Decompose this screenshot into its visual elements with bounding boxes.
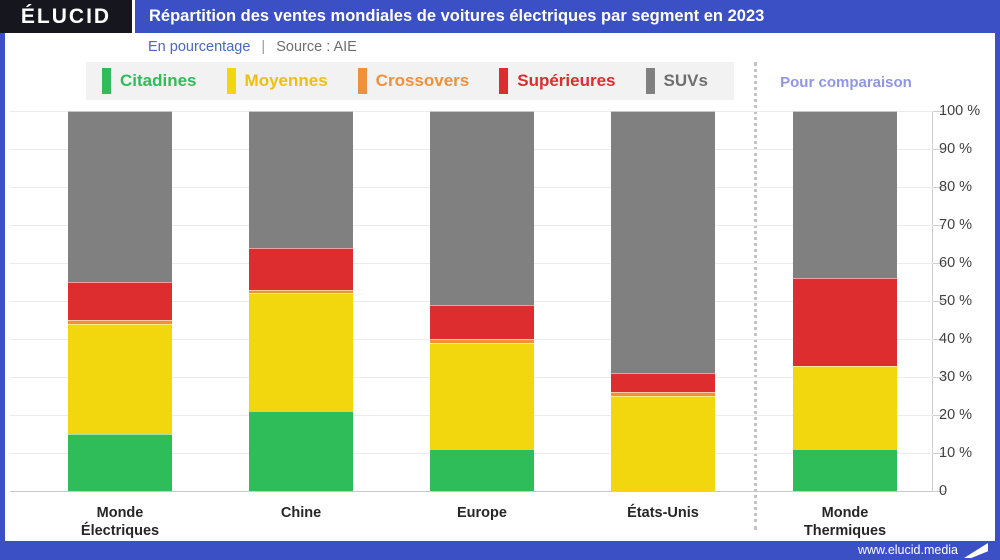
legend-label: SUVs	[663, 71, 708, 90]
bar-chine	[249, 111, 353, 491]
legend-item-suvs: SUVs	[645, 68, 708, 94]
y-axis-tick	[933, 491, 945, 492]
y-axis-tick	[933, 415, 945, 416]
bar-segment-citadines	[793, 449, 897, 491]
legend-label: Crossovers	[375, 71, 470, 90]
comparison-dotted-separator	[754, 62, 757, 530]
chart-title: Répartition des ventes mondiales de voit…	[135, 0, 1000, 33]
legend-swatch-icon	[645, 68, 655, 94]
footer-url: www.elucid.media	[857, 543, 958, 557]
comparison-label: Pour comparaison	[780, 74, 912, 91]
bar-segment-suvs	[430, 111, 534, 305]
bar-segment-crossovers	[430, 339, 534, 343]
bar-segment-citadines	[68, 434, 172, 491]
legend-swatch-icon	[499, 68, 509, 94]
y-axis-tick-label: 30 %	[939, 369, 973, 385]
y-axis-tick	[933, 339, 945, 340]
subtitle: En pourcentage | Source : AIE	[148, 39, 357, 55]
legend-item-moyennes: Moyennes	[226, 68, 328, 94]
y-axis-tick	[933, 111, 945, 112]
bar-segment-suvs	[249, 111, 353, 248]
legend-label: Moyennes	[244, 71, 328, 90]
source-label: Source : AIE	[276, 39, 357, 55]
y-axis-tick-label: 20 %	[939, 407, 973, 423]
subtitle-separator: |	[261, 39, 266, 55]
bar-segment-suvs	[793, 111, 897, 279]
bar--tats-unis	[611, 111, 715, 491]
grid-line	[10, 491, 933, 492]
y-axis-tick	[933, 187, 945, 188]
y-axis-tick	[933, 225, 945, 226]
y-axis-tick-label: 80 %	[939, 179, 973, 195]
left-frame-border	[0, 0, 5, 560]
elucid-flag-icon	[964, 543, 988, 558]
bar-segment-moyennes	[68, 323, 172, 434]
bar-segment-moyennes	[793, 365, 897, 450]
legend-label: Citadines	[120, 71, 197, 90]
bar-segment-suvs	[611, 111, 715, 374]
footer-bar: www.elucid.media	[0, 541, 1000, 560]
right-frame-border	[995, 0, 1000, 560]
bar-segment-citadines	[249, 411, 353, 491]
y-axis-tick-label: 10 %	[939, 445, 973, 461]
elucid-logo: ÉLUCID	[0, 0, 132, 33]
legend-label: Supérieures	[517, 71, 616, 90]
y-axis-tick	[933, 149, 945, 150]
plot-area: 100 % 90 % 80 % 70 % 60 % 50 % 40 % 30 % 20 % 10 …	[10, 103, 980, 499]
unit-label: En pourcentage	[148, 39, 251, 55]
bar-segment-moyennes	[249, 293, 353, 412]
bar-segment-suvs	[68, 111, 172, 283]
y-axis-tick-label: 100 %	[939, 103, 981, 119]
logo-divider	[132, 0, 135, 33]
y-axis-tick-label: 50 %	[939, 293, 973, 309]
bar-segment-crossovers	[249, 289, 353, 294]
category-label: Europe	[457, 505, 507, 521]
chart-legend: Citadines Moyennes Crossovers Supérieures SU…	[86, 62, 734, 100]
category-label: États-Unis	[627, 505, 699, 521]
bar-segment-moyennes	[430, 342, 534, 450]
bar-monde-lectriques	[68, 111, 172, 491]
bar-segment-sup-rieures	[611, 373, 715, 393]
legend-swatch-icon	[226, 68, 236, 94]
legend-item-crossovers: Crossovers	[357, 68, 470, 94]
y-axis-tick	[933, 453, 945, 454]
y-axis-tick-label: 60 %	[939, 255, 973, 271]
bar-segment-crossovers	[611, 392, 715, 396]
bar-segment-citadines	[430, 449, 534, 491]
y-axis-tick-label: 40 %	[939, 331, 973, 347]
bar-segment-moyennes	[611, 396, 715, 491]
y-axis-tick	[933, 377, 945, 378]
y-axis-tick-label: 70 %	[939, 217, 973, 233]
y-axis-tick-label: 0	[939, 483, 948, 499]
bar-segment-sup-rieures	[249, 247, 353, 290]
legend-item-sup-rieures: Supérieures	[499, 68, 616, 94]
bar-monde-thermiques	[793, 111, 897, 491]
bar-segment-sup-rieures	[430, 304, 534, 340]
legend-swatch-icon	[102, 68, 111, 94]
category-label: Monde Électriques	[80, 505, 160, 540]
category-label: Chine	[280, 505, 322, 521]
bar-europe	[430, 111, 534, 491]
bar-segment-sup-rieures	[68, 282, 172, 321]
bar-segment-crossovers	[68, 320, 172, 324]
legend-swatch-icon	[357, 68, 367, 94]
category-axis-labels: Monde Électriques Chine Europe États-Unis Mo…	[10, 504, 933, 540]
y-axis-tick	[933, 301, 945, 302]
header-bar: ÉLUCID Répartition des ventes mondiales …	[0, 0, 1000, 33]
category-label: Monde Thermiques	[803, 505, 887, 540]
legend-item-citadines: Citadines	[102, 68, 197, 94]
y-axis-tick-label: 90 %	[939, 141, 973, 157]
bar-segment-sup-rieures	[793, 278, 897, 366]
y-axis-tick	[933, 263, 945, 264]
